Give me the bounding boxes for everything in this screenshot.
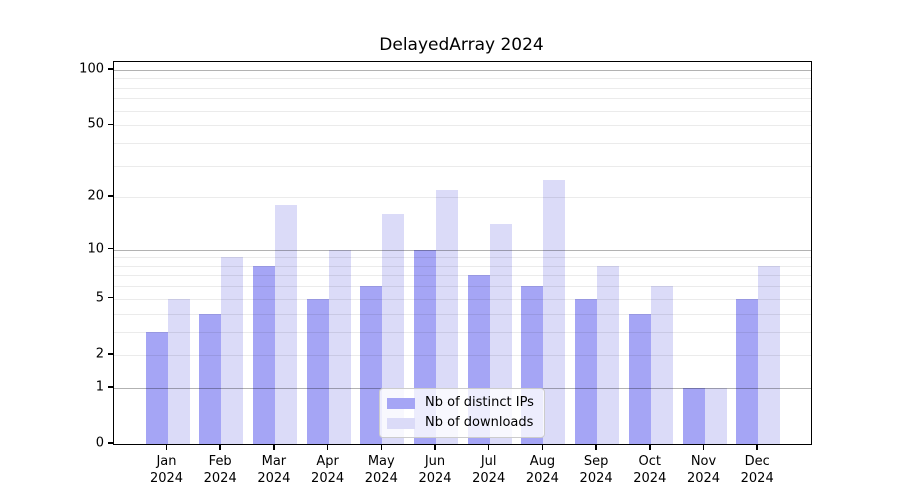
legend-item-distinct-ips: Nb of distinct IPs xyxy=(387,396,534,410)
y-tick-mark xyxy=(108,386,113,388)
x-tick-mark xyxy=(702,445,705,450)
y-tick-label: 100 xyxy=(79,61,104,77)
gridline-minor xyxy=(114,142,811,144)
bar-downloads xyxy=(274,205,297,444)
y-tick-mark xyxy=(108,353,113,355)
y-tick-mark xyxy=(108,195,113,197)
y-tick-label: 5 xyxy=(95,290,104,306)
gridline-minor xyxy=(114,313,811,315)
y-tick-label: 2 xyxy=(95,346,104,362)
bar-downloads xyxy=(382,214,405,444)
x-tick-label: Feb 2024 xyxy=(203,454,237,486)
gridline-minor xyxy=(114,265,811,267)
gridline-minor xyxy=(114,78,811,80)
bar-downloads xyxy=(328,249,351,444)
bar-distinct-ips xyxy=(252,265,275,444)
y-tick-mark xyxy=(108,296,113,299)
legend-label-distinct-ips: Nb of distinct IPs xyxy=(425,395,534,410)
bar-distinct-ips xyxy=(575,298,598,444)
x-tick-label: May 2024 xyxy=(364,454,398,486)
x-tick-mark xyxy=(756,445,758,450)
gridline-minor xyxy=(114,298,811,300)
bar-downloads xyxy=(221,257,244,444)
x-tick-mark xyxy=(434,445,436,450)
x-tick-label: Oct 2024 xyxy=(633,454,667,486)
bar-downloads xyxy=(597,265,620,444)
legend-item-downloads: Nb of downloads xyxy=(387,416,534,430)
y-tick-label: 50 xyxy=(87,116,104,132)
y-tick-label: 1 xyxy=(95,379,104,395)
x-tick-mark xyxy=(541,445,544,450)
chart-title: DelayedArray 2024 xyxy=(379,35,544,55)
gridline-minor xyxy=(114,331,811,333)
gridline-minor xyxy=(114,275,811,277)
x-tick-mark xyxy=(165,445,168,450)
gridline-minor xyxy=(114,98,811,100)
legend-label-downloads: Nb of downloads xyxy=(425,415,534,430)
gridline-minor xyxy=(114,197,811,199)
x-tick-label: Dec 2024 xyxy=(740,454,774,486)
gridline-minor xyxy=(114,110,811,112)
bar-distinct-ips xyxy=(628,313,651,444)
bar-distinct-ips xyxy=(360,286,383,444)
bar-distinct-ips xyxy=(145,331,168,444)
gridline-minor xyxy=(114,286,811,288)
x-tick-label: Jan 2024 xyxy=(149,454,184,486)
y-tick-mark xyxy=(108,68,113,70)
gridline-minor xyxy=(114,125,811,127)
x-tick-mark xyxy=(219,445,221,450)
x-tick-label: Jun 2024 xyxy=(418,454,452,486)
x-tick-label: Apr 2024 xyxy=(311,454,345,486)
bar-distinct-ips xyxy=(306,298,329,444)
y-tick-label: 0 xyxy=(95,435,104,451)
legend-swatch-downloads xyxy=(387,417,415,429)
bar-downloads xyxy=(436,189,458,444)
legend-swatch-distinct-ips xyxy=(387,397,415,409)
y-tick-mark xyxy=(108,123,113,125)
x-tick-mark xyxy=(326,445,329,450)
plot-area: Nb of distinct IPs Nb of downloads xyxy=(113,61,812,445)
gridline-major xyxy=(114,249,811,251)
x-tick-mark xyxy=(273,445,275,450)
y-tick-label: 10 xyxy=(87,241,104,257)
x-tick-mark xyxy=(649,445,651,450)
bar-downloads xyxy=(543,179,566,444)
bar-downloads xyxy=(758,265,781,444)
gridline-minor xyxy=(114,165,811,167)
y-tick-mark xyxy=(108,442,113,444)
gridline-minor xyxy=(114,257,811,259)
legend: Nb of distinct IPs Nb of downloads xyxy=(379,388,545,438)
y-tick-mark xyxy=(108,247,113,250)
gridline-major xyxy=(114,69,811,71)
x-tick-mark xyxy=(487,445,490,450)
x-tick-mark xyxy=(595,445,597,450)
bar-downloads xyxy=(704,387,727,444)
bar-distinct-ips xyxy=(736,298,759,444)
bar-distinct-ips xyxy=(199,313,222,444)
x-tick-mark xyxy=(380,445,383,450)
x-tick-label: Aug 2024 xyxy=(525,454,559,486)
bar-downloads xyxy=(650,286,673,444)
gridline-minor xyxy=(114,354,811,356)
bar-distinct-ips xyxy=(682,387,705,444)
x-tick-label: Sep 2024 xyxy=(579,454,613,486)
gridline-minor xyxy=(114,87,811,89)
bar-downloads xyxy=(167,298,190,444)
y-tick-label: 20 xyxy=(87,188,104,204)
x-tick-label: Jul 2024 xyxy=(472,454,506,486)
x-tick-label: Nov 2024 xyxy=(686,454,721,486)
x-tick-label: Mar 2024 xyxy=(257,454,291,486)
